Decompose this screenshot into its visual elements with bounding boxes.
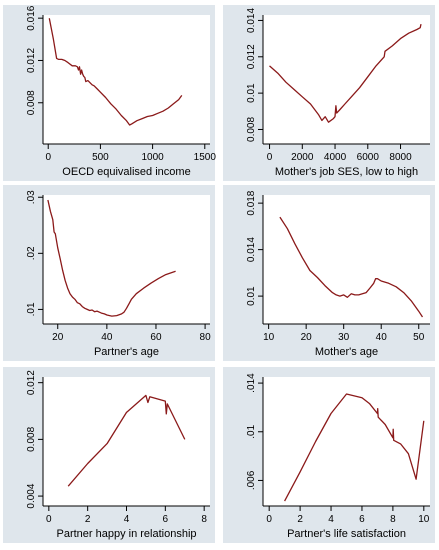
x-tick-label: 60 bbox=[150, 332, 162, 343]
x-tick-label: 40 bbox=[101, 332, 113, 343]
x-tick-label: 40 bbox=[376, 332, 388, 343]
y-tick-label: .01 bbox=[246, 424, 257, 438]
x-tick-label: 500 bbox=[92, 152, 109, 163]
chart-svg: 0 500 1000 1500 0.008 0.012 0.016 OECD equivali… bbox=[26, 5, 217, 178]
y-tick-label: 0.012 bbox=[26, 48, 37, 73]
x-tick-label: 4000 bbox=[324, 152, 347, 163]
series-line bbox=[269, 23, 422, 123]
series-line bbox=[47, 199, 176, 317]
x-axis-title: Partner's life satisfaction bbox=[287, 528, 406, 540]
series-line bbox=[279, 216, 424, 318]
x-tick-label: 1000 bbox=[141, 152, 164, 163]
y-tick-label: 0.004 bbox=[26, 483, 37, 508]
plot-area bbox=[263, 15, 430, 144]
chart-panel: 10 20 30 40 50 0.01 0.014 0.018 Mother's age bbox=[223, 185, 435, 361]
y-tick-label: 0.018 bbox=[246, 190, 257, 215]
chart-svg: 20 40 60 80 .01 .02 .03 Partner's age bbox=[26, 190, 212, 358]
y-tick-label: 0.012 bbox=[246, 44, 257, 69]
chart-svg: 0 2000 4000 6000 8000 0.008 0.01 0.012 0.014 Moth… bbox=[246, 8, 430, 178]
x-tick-label: 0 bbox=[267, 152, 273, 163]
series-line bbox=[67, 394, 186, 487]
x-tick-label: 80 bbox=[200, 332, 212, 343]
x-tick-label: 2 bbox=[85, 514, 91, 525]
x-axis-title: Mother's job SES, low to high bbox=[275, 166, 418, 178]
y-tick-label: 0.01 bbox=[246, 83, 257, 103]
y-tick-label: .01 bbox=[26, 302, 37, 316]
x-tick-label: 8000 bbox=[389, 152, 412, 163]
chart-panel: 20 40 60 80 .01 .02 .03 Partner's age bbox=[3, 185, 215, 361]
y-tick-label: 0.012 bbox=[26, 370, 37, 395]
x-tick-label: 8 bbox=[390, 514, 396, 525]
y-tick-label: .014 bbox=[246, 373, 257, 393]
x-tick-label: 2000 bbox=[291, 152, 314, 163]
x-axis-title: OECD equivalised income bbox=[62, 166, 190, 178]
x-tick-label: 50 bbox=[413, 332, 425, 343]
x-tick-label: 8 bbox=[201, 514, 207, 525]
x-tick-label: 4 bbox=[328, 514, 334, 525]
y-tick-label: 0.008 bbox=[26, 90, 37, 115]
x-tick-label: 30 bbox=[338, 332, 350, 343]
x-tick-label: 1500 bbox=[194, 152, 217, 163]
chart-panel: 0 500 1000 1500 0.008 0.012 0.016 OECD equivali… bbox=[3, 5, 217, 181]
y-tick-label: 0.008 bbox=[246, 117, 257, 142]
y-tick-label: 0.008 bbox=[26, 426, 37, 451]
plot-area bbox=[263, 377, 430, 506]
chart-svg: 0 2 4 6 8 10 .006 .01 .014 Partner's life satisfa… bbox=[246, 373, 430, 540]
x-tick-label: 0 bbox=[46, 514, 52, 525]
series-line bbox=[48, 18, 183, 126]
x-tick-label: 6 bbox=[163, 514, 169, 525]
x-tick-label: 6 bbox=[359, 514, 365, 525]
y-tick-label: .006 bbox=[246, 470, 257, 490]
x-tick-label: 2 bbox=[297, 514, 303, 525]
x-tick-label: 0 bbox=[45, 152, 51, 163]
chart-svg: 0 2 4 6 8 0.004 0.008 0.012 Partner happy in rel… bbox=[26, 370, 210, 540]
x-axis-title: Partner happy in relationship bbox=[56, 528, 196, 540]
x-tick-label: 0 bbox=[266, 514, 272, 525]
series-line bbox=[284, 393, 425, 502]
plot-area bbox=[43, 377, 210, 506]
y-tick-label: 0.014 bbox=[246, 8, 257, 33]
x-tick-label: 6000 bbox=[357, 152, 380, 163]
x-tick-label: 10 bbox=[263, 332, 275, 343]
x-tick-label: 4 bbox=[124, 514, 130, 525]
chart-panel: 0 2 4 6 8 10 .006 .01 .014 Partner's life satisfa… bbox=[223, 367, 435, 543]
y-tick-label: 0.01 bbox=[246, 286, 257, 306]
y-tick-label: 0.014 bbox=[246, 237, 257, 262]
chart-svg: 10 20 30 40 50 0.01 0.014 0.018 Mother's age bbox=[246, 190, 430, 358]
y-tick-label: .02 bbox=[26, 246, 37, 260]
y-tick-label: 0.016 bbox=[26, 5, 37, 30]
x-tick-label: 20 bbox=[301, 332, 313, 343]
x-tick-label: 10 bbox=[418, 514, 430, 525]
y-tick-label: .03 bbox=[26, 190, 37, 204]
x-axis-title: Partner's age bbox=[94, 346, 159, 358]
x-tick-label: 20 bbox=[52, 332, 64, 343]
plot-area bbox=[43, 195, 210, 324]
x-axis-title: Mother's age bbox=[315, 346, 378, 358]
chart-panel: 0 2000 4000 6000 8000 0.008 0.01 0.012 0.014 Moth… bbox=[223, 5, 435, 181]
plot-area bbox=[43, 15, 210, 144]
plot-area bbox=[263, 195, 430, 324]
chart-panel: 0 2 4 6 8 0.004 0.008 0.012 Partner happy in rel… bbox=[3, 367, 215, 543]
